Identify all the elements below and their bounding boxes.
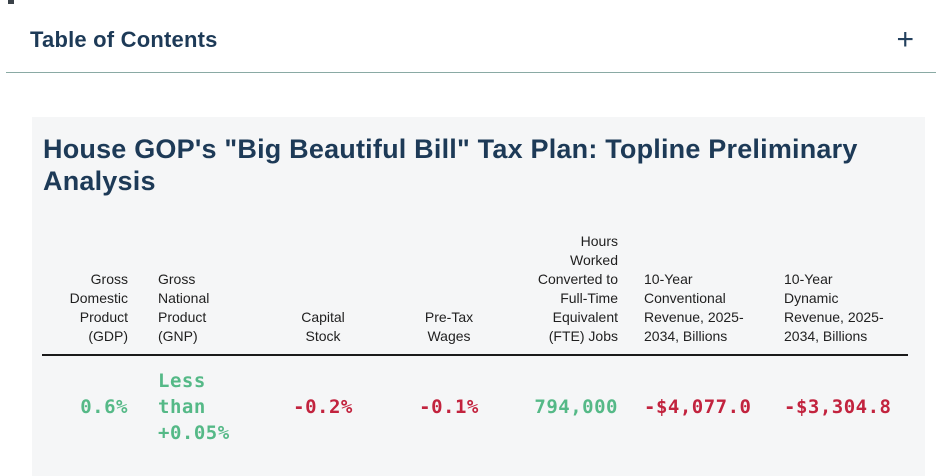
cell-value-5: 794,000 [534, 395, 618, 418]
cell-value-3: -0.2% [293, 395, 353, 418]
results-table: Gross Domestic Product (GDP) Gross Nation… [42, 231, 908, 446]
column-header-2: Gross National Product (GNP) [138, 231, 256, 356]
toc-divider [6, 72, 936, 73]
plus-icon: + [896, 23, 914, 56]
table-header-row: Gross Domestic Product (GDP) Gross Nation… [42, 231, 908, 356]
column-header-3: Capital Stock [256, 231, 390, 356]
cell-value-1: 0.6% [80, 395, 128, 418]
cell-value-6: -$4,077.0 [644, 395, 752, 418]
article-title: House GOP's "Big Beautiful Bill" Tax Pla… [43, 134, 858, 197]
top-left-artifact [8, 0, 14, 4]
toc-expand-button[interactable]: + [888, 25, 922, 55]
table-value-row: 0.6% Less than +0.05% -0.2% -0.1% 794,000 -$4… [42, 355, 908, 446]
cell-value-4: -0.1% [419, 395, 479, 418]
analysis-card: House GOP's "Big Beautiful Bill" Tax Pla… [32, 117, 925, 476]
column-header-6: 10-Year Conventional Revenue, 2025-2034,… [636, 231, 776, 356]
cell-value-2: Less than +0.05% [158, 369, 230, 444]
toc-title: Table of Contents [30, 27, 218, 52]
column-header-7: 10-Year Dynamic Revenue, 2025-2034, Bill… [776, 231, 908, 356]
toc-header: Table of Contents + [0, 0, 936, 55]
column-header-4: Pre-Tax Wages [390, 231, 508, 356]
cell-value-7: -$3,304.8 [784, 395, 892, 418]
column-header-1: Gross Domestic Product (GDP) [42, 231, 138, 356]
column-header-5: Hours Worked Converted to Full-Time Equi… [508, 231, 636, 356]
